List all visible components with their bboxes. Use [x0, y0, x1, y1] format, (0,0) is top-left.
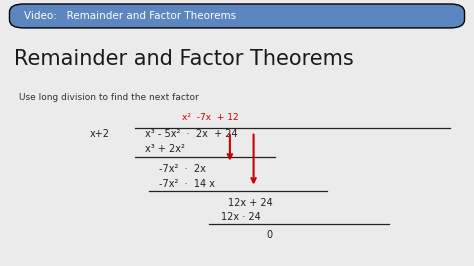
- Text: Video:   Remainder and Factor Theorems: Video: Remainder and Factor Theorems: [24, 11, 236, 21]
- Text: x³ - 5x²  ·  2x  + 24: x³ - 5x² · 2x + 24: [145, 129, 237, 139]
- FancyBboxPatch shape: [9, 4, 465, 28]
- Text: x²  -7x  + 12: x² -7x + 12: [182, 113, 239, 122]
- Text: 12x + 24: 12x + 24: [228, 198, 272, 208]
- Text: Remainder and Factor Theorems: Remainder and Factor Theorems: [14, 48, 354, 69]
- Text: 12x · 24: 12x · 24: [221, 212, 261, 222]
- Text: Use long division to find the next factor: Use long division to find the next facto…: [19, 93, 199, 102]
- Text: x+2: x+2: [90, 129, 110, 139]
- Text: 0: 0: [266, 230, 273, 240]
- Text: -7x²  ·  14 x: -7x² · 14 x: [159, 178, 215, 189]
- Text: x³ + 2x²: x³ + 2x²: [145, 144, 184, 154]
- Text: -7x²  ·  2x: -7x² · 2x: [159, 164, 206, 174]
